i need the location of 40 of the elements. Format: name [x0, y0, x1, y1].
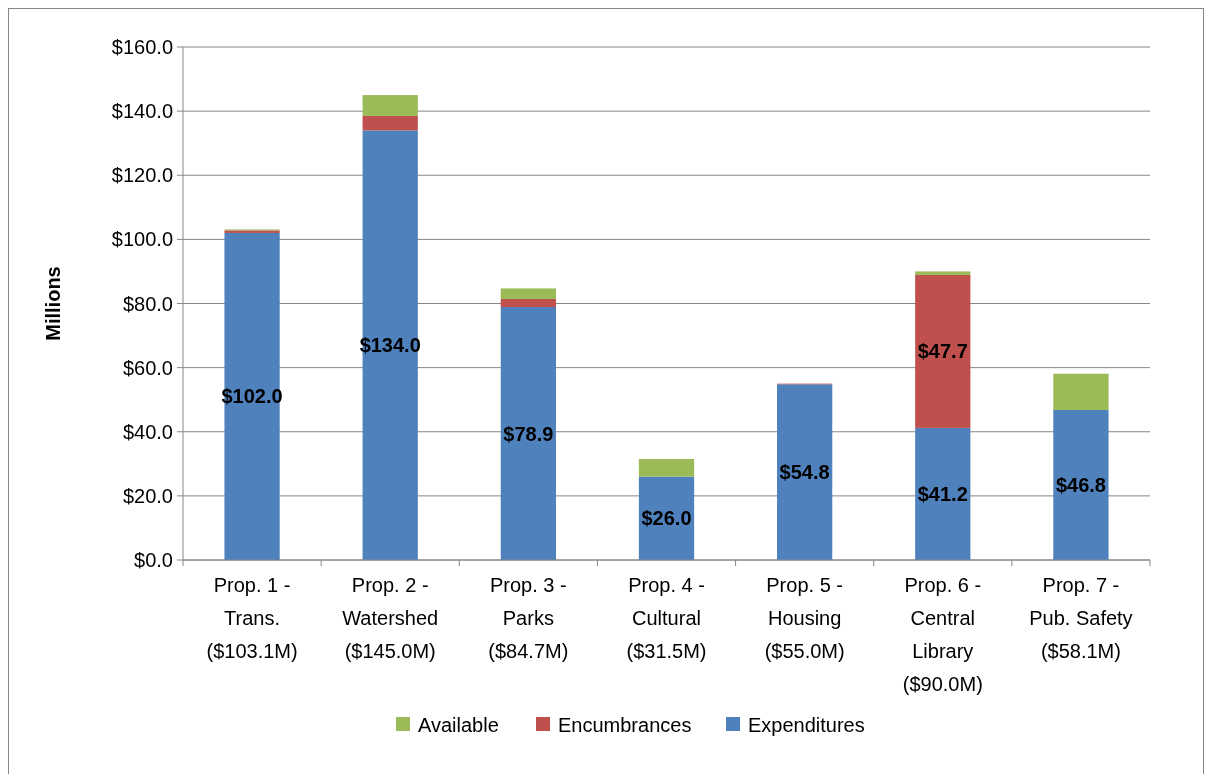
bar: [500, 307, 556, 560]
y-axis-title: Millions: [42, 266, 64, 341]
y-tick-label: $60.0: [122, 356, 173, 379]
y-tick-label: $0.0: [134, 549, 173, 571]
x-tick-label: Prop. 7 - Pub. Safety ($58.1M): [1029, 574, 1133, 662]
data-label: $54.8: [779, 461, 830, 484]
x-tick-label: Prop. 5 - Housing ($55.0M): [764, 574, 845, 662]
bar: [1053, 373, 1109, 410]
y-tick-label: $80.0: [122, 292, 173, 315]
bar: [224, 232, 280, 560]
bar: [500, 299, 556, 308]
y-tick-label: $160.0: [111, 36, 173, 58]
bar: [915, 271, 971, 275]
x-tick-label: Prop. 4 - Cultural ($31.5M): [626, 574, 707, 662]
x-tick-label: Prop. 2 - Watershed ($145.0M): [342, 574, 439, 662]
legend-label: Available: [418, 714, 499, 736]
bar: [915, 274, 971, 428]
legend-label: Encumbrances: [558, 714, 692, 736]
bar: [638, 459, 695, 477]
y-tick-label: $100.0: [111, 228, 173, 251]
data-label: $47.7: [917, 340, 968, 363]
x-tick-label: Prop. 6 - Central Library ($90.0M): [902, 574, 983, 695]
bar: [500, 288, 556, 300]
y-tick-label: $120.0: [111, 164, 173, 187]
bar: [362, 130, 418, 560]
data-label: $46.8: [1055, 473, 1106, 496]
bar: [915, 427, 971, 560]
x-tick-label: Prop. 3 - Parks ($84.7M): [488, 574, 569, 662]
bar: [777, 384, 833, 560]
bar: [362, 115, 418, 131]
data-label: $26.0: [641, 507, 692, 530]
y-tick-label: $20.0: [122, 484, 173, 507]
legend-label: Expenditures: [748, 714, 865, 736]
y-tick-label: $140.0: [111, 100, 173, 123]
bar: [362, 95, 418, 116]
x-tick-label: Prop. 1 - Trans. ($103.1M): [206, 574, 298, 662]
data-label: $41.2: [917, 482, 968, 505]
y-tick-label: $40.0: [122, 420, 173, 443]
bar: [1053, 409, 1109, 560]
data-label: $78.9: [503, 422, 554, 445]
